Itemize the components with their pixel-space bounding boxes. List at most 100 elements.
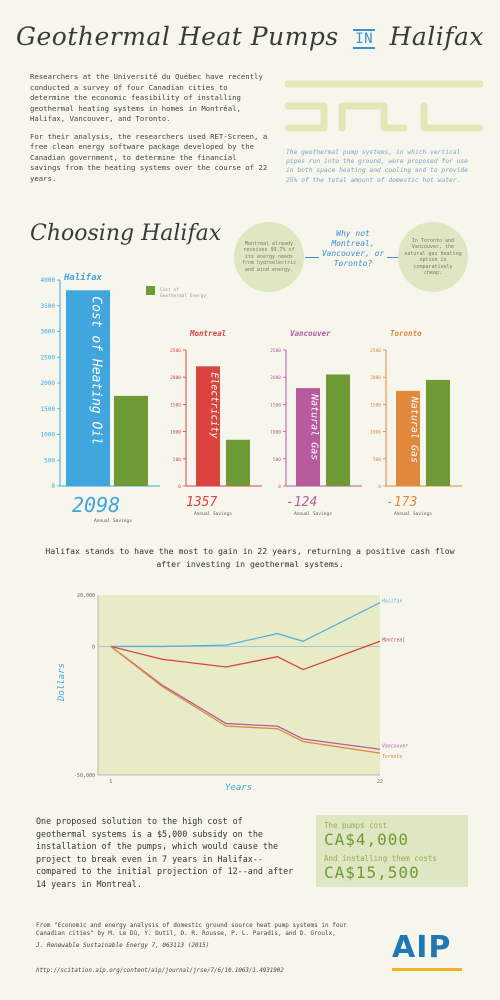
title-left: Geothermal Heat Pumps bbox=[16, 22, 339, 51]
series-line-montreal bbox=[110, 640, 381, 671]
y-tick-label: 3000 bbox=[41, 329, 56, 336]
connector-line bbox=[305, 257, 319, 258]
y-tick-label: 3500 bbox=[41, 303, 56, 310]
citation: From "Economic and energy analysis of do… bbox=[36, 922, 366, 950]
legend-swatch bbox=[146, 286, 155, 295]
bar-geothermal bbox=[426, 379, 450, 486]
bubble-gas-note: In Toronto and Vancouver, the natural ga… bbox=[398, 222, 468, 292]
y-tick-label: 500 bbox=[44, 457, 55, 464]
y-tick-label: 2500 bbox=[370, 348, 381, 354]
annual-savings-value: -124 bbox=[286, 495, 317, 510]
cost-box: The pumps cost CA$4,000 And installing t… bbox=[316, 815, 468, 887]
city-title: Toronto bbox=[390, 329, 422, 338]
intro-paragraph-2: For their analysis, the researchers used… bbox=[30, 131, 268, 183]
section-title: Choosing Halifax bbox=[30, 221, 222, 246]
y-tick-label: 0 bbox=[278, 484, 281, 490]
y-tick-label: 4000 bbox=[41, 277, 56, 284]
y-tick-label: 1000 bbox=[270, 430, 281, 436]
y-axis-label: Dollars bbox=[57, 663, 67, 702]
y-tick-label: 0 bbox=[378, 484, 381, 490]
y-tick-label: 2000 bbox=[370, 375, 381, 381]
y-tick-label: 0 bbox=[51, 483, 55, 490]
bar-label: Electricity bbox=[208, 372, 219, 438]
annual-savings-label: Annual Savings bbox=[294, 511, 332, 517]
pipe-graphic bbox=[284, 80, 484, 132]
side-note: The geothermal pump systems, in which ve… bbox=[286, 149, 468, 184]
legend-line: Cost of bbox=[160, 287, 179, 293]
bar-natural-gas bbox=[296, 388, 320, 486]
bar-panel-vancouver: Vancouver 0 500 1000 1500 2000 2500 Natural Gas… bbox=[270, 329, 362, 517]
y-tick-label: 1500 bbox=[270, 402, 281, 408]
y-tick-label: 1500 bbox=[41, 406, 56, 413]
line-chart: 20,000 0 -50,000 1 22 Dollars Years Halifax Mont… bbox=[57, 593, 408, 793]
install-cost-value: CA$15,500 bbox=[324, 863, 420, 882]
y-tick-label: 1500 bbox=[370, 402, 381, 408]
y-tick-label: 0 bbox=[92, 644, 95, 650]
intro-text: Researchers at the Université du Québec … bbox=[30, 72, 270, 191]
x-axis-label: Years bbox=[225, 783, 252, 793]
annual-savings-value: 1357 bbox=[186, 495, 217, 510]
annual-savings-value: 2098 bbox=[72, 493, 120, 517]
series-label: Halifax bbox=[381, 599, 402, 605]
pipe-segment bbox=[420, 102, 484, 132]
y-tick-label: 1000 bbox=[41, 432, 56, 439]
pumps-cost-label: The pumps cost bbox=[324, 821, 388, 830]
y-tick-label: 2500 bbox=[270, 348, 281, 354]
title-right: Halifax bbox=[389, 22, 484, 51]
title-in: IN bbox=[353, 28, 376, 49]
x-tick-label: 1 bbox=[109, 779, 112, 785]
why-not-question: Why not Montreal, Vancouver, or Toronto? bbox=[321, 229, 385, 268]
bar-cost-of-heating-oil bbox=[66, 290, 110, 486]
y-tick-label: 2000 bbox=[270, 375, 281, 381]
city-title: Halifax bbox=[63, 272, 103, 283]
subsidy-text: One proposed solution to the high cost o… bbox=[36, 816, 294, 889]
bar-geothermal bbox=[114, 395, 148, 486]
bar-label: Natural Gas bbox=[308, 393, 319, 460]
city-title: Montreal bbox=[189, 329, 226, 338]
bar-panel-halifax: Halifax 0 500 1000 1500 2000 2500 3000 3500 4000 C… bbox=[41, 272, 207, 524]
y-tick-label: 0 bbox=[178, 484, 181, 490]
annual-savings-value: -173 bbox=[386, 495, 417, 510]
legend-label: Cost of Geothermal Energy bbox=[160, 287, 206, 299]
y-tick-label: 1000 bbox=[370, 430, 381, 436]
annual-savings-label: Annual Savings bbox=[394, 511, 432, 517]
source-link[interactable]: http://scitation.aip.org/content/aip/jou… bbox=[36, 968, 284, 974]
city-title: Vancouver bbox=[290, 329, 331, 338]
series-line-vancouver bbox=[110, 645, 381, 750]
series-label: Vancouver bbox=[382, 743, 408, 749]
y-tick-label: 2500 bbox=[170, 348, 181, 354]
bar-geothermal bbox=[226, 439, 250, 486]
page-title: Geothermal Heat Pumps IN Halifax bbox=[0, 22, 500, 51]
y-tick-label: 500 bbox=[273, 457, 281, 463]
pipe-segment bbox=[338, 102, 408, 132]
legend-line: Geothermal Energy bbox=[160, 293, 206, 299]
bar-natural-gas bbox=[396, 390, 420, 486]
y-tick-label: 500 bbox=[173, 457, 181, 463]
series-label: Montreal bbox=[381, 637, 405, 643]
y-tick-label: 1000 bbox=[170, 430, 181, 436]
bar-label: Cost of Heating Oil bbox=[88, 296, 103, 445]
line-chart-caption: Halifax stands to have the most to gain … bbox=[45, 546, 455, 569]
series-label: Toronto bbox=[382, 754, 402, 760]
bar-electricity bbox=[196, 366, 220, 486]
y-tick-label: -50,000 bbox=[74, 773, 95, 779]
pumps-cost-value: CA$4,000 bbox=[324, 830, 410, 849]
series-line-toronto bbox=[110, 645, 381, 754]
x-tick-label: 22 bbox=[377, 779, 383, 785]
intro-paragraph-1: Researchers at the Université du Québec … bbox=[30, 72, 263, 123]
pipe-segment bbox=[284, 102, 328, 132]
annual-savings-label: Annual Savings bbox=[194, 511, 232, 517]
plot-area bbox=[98, 595, 380, 775]
bar-label: Natural Gas bbox=[408, 396, 419, 463]
aip-logo-bar bbox=[392, 968, 462, 971]
bar-panel-montreal: Montreal 0 500 1000 1500 2000 2500 Electricity 1… bbox=[170, 329, 262, 517]
citation-text: From "Economic and energy analysis of do… bbox=[36, 922, 347, 938]
annual-savings-label: Annual Savings bbox=[94, 518, 132, 524]
series-line-halifax bbox=[110, 602, 381, 648]
y-tick-label: 2000 bbox=[41, 380, 56, 387]
y-tick-label: 20,000 bbox=[77, 593, 95, 599]
bar-charts: Halifax 0 500 1000 1500 2000 2500 3000 3500 4000 C… bbox=[41, 272, 462, 524]
aip-logo: AIP bbox=[392, 930, 452, 965]
citation-journal: J. Renewable Sustainable Energy 7, 06311… bbox=[36, 941, 210, 949]
install-cost-label: And installing them costs bbox=[324, 854, 437, 863]
